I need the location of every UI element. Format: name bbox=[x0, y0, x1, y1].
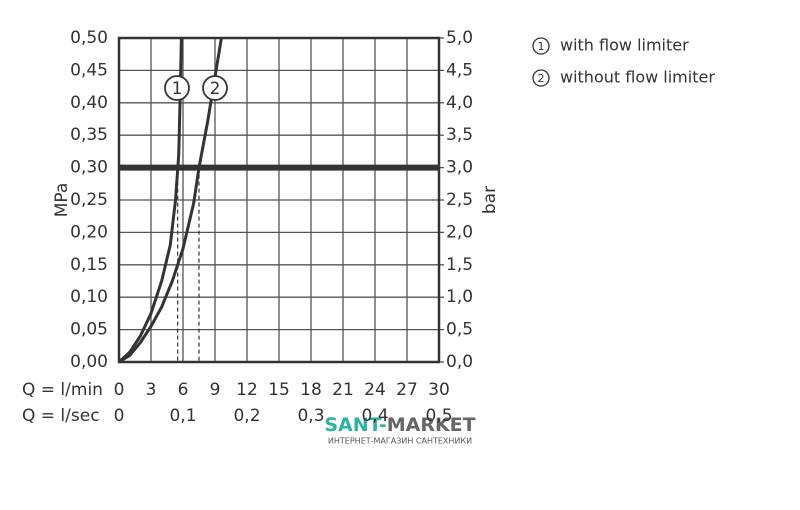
y2-tick-label: 0,0 bbox=[446, 352, 473, 372]
y2-tick-label: 4,5 bbox=[446, 60, 473, 80]
plot-frame bbox=[117, 36, 441, 364]
x-tick-label: 27 bbox=[396, 380, 418, 400]
series-marker bbox=[202, 75, 228, 101]
y-tick-label: 0,05 bbox=[70, 320, 108, 340]
x-tick-label: 24 bbox=[364, 380, 386, 400]
y-tick-label: 0,40 bbox=[70, 93, 108, 113]
y2-tick-label: 1,0 bbox=[446, 287, 473, 307]
x-tick-label: 21 bbox=[332, 380, 354, 400]
series-marker-label: 2 bbox=[210, 79, 221, 99]
x2-tick-label: 0,4 bbox=[361, 406, 388, 426]
y-tick-label: 0,20 bbox=[70, 222, 108, 242]
watermark: SANT-MARKET bbox=[324, 414, 475, 436]
series-line bbox=[117, 37, 183, 364]
y-tick-label: 0,00 bbox=[70, 352, 108, 372]
x2-axis-label: Q = l/sec bbox=[22, 406, 100, 426]
x-axis-label: Q = l/min bbox=[22, 380, 103, 400]
y2-tick-label: 4,0 bbox=[446, 93, 473, 113]
y2-tick-label: 5,0 bbox=[446, 28, 473, 48]
x-tick-label: 30 bbox=[428, 380, 450, 400]
y-tick-label: 0,45 bbox=[70, 60, 108, 80]
watermark-part: MARKET bbox=[387, 414, 476, 436]
series-marker bbox=[164, 75, 190, 101]
x-tick-label: 15 bbox=[268, 380, 290, 400]
watermark-part: SANT- bbox=[324, 414, 386, 436]
legend-marker bbox=[532, 69, 550, 87]
x2-tick-label: 0 bbox=[114, 406, 125, 426]
watermark-subtitle: ИНТЕРНЕТ-МАГАЗИН САНТЕХНИКИ bbox=[328, 437, 472, 446]
x2-tick-label: 0,5 bbox=[425, 406, 452, 426]
x2-tick-label: 0,2 bbox=[233, 406, 260, 426]
series-marker-label: 1 bbox=[172, 79, 183, 99]
y2-tick-label: 2,0 bbox=[446, 222, 473, 242]
y-tick-label: 0,30 bbox=[70, 158, 108, 178]
y2-tick-label: 1,5 bbox=[446, 255, 473, 275]
y-tick-label: 0,25 bbox=[70, 190, 108, 210]
legend-label: without flow limiter bbox=[560, 68, 715, 87]
x2-tick-label: 0,1 bbox=[169, 406, 196, 426]
y2-tick-label: 0,5 bbox=[446, 320, 473, 340]
y-tick-label: 0,50 bbox=[70, 28, 108, 48]
x2-tick-label: 0,3 bbox=[297, 406, 324, 426]
legend-marker-label: 2 bbox=[538, 72, 545, 85]
y-tick-label: 0,15 bbox=[70, 255, 108, 275]
x-tick-label: 9 bbox=[210, 380, 221, 400]
series-line bbox=[118, 37, 223, 364]
x-tick-label: 12 bbox=[236, 380, 258, 400]
x-tick-label: 3 bbox=[146, 380, 157, 400]
y2-axis-label: bar bbox=[480, 186, 500, 214]
legend-marker-label: 1 bbox=[538, 40, 545, 53]
legend-marker bbox=[532, 37, 550, 55]
y-axis-label: MPa bbox=[52, 183, 72, 218]
y-tick-label: 0,10 bbox=[70, 287, 108, 307]
y2-tick-label: 2,5 bbox=[446, 190, 473, 210]
x-tick-label: 18 bbox=[300, 380, 322, 400]
y-tick-label: 0,35 bbox=[70, 125, 108, 145]
x-tick-label: 0 bbox=[114, 380, 125, 400]
x-tick-label: 6 bbox=[178, 380, 189, 400]
y2-tick-label: 3,5 bbox=[446, 125, 473, 145]
legend-label: with flow limiter bbox=[560, 36, 689, 55]
y2-tick-label: 3,0 bbox=[446, 158, 473, 178]
